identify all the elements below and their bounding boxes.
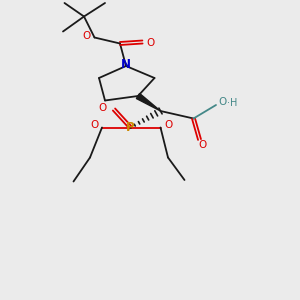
Text: O: O <box>98 103 107 113</box>
Text: ·H: ·H <box>227 98 238 109</box>
Text: P: P <box>126 121 135 134</box>
Text: O: O <box>147 38 155 48</box>
Text: O: O <box>218 97 227 107</box>
Text: N: N <box>121 58 131 71</box>
Polygon shape <box>136 94 161 111</box>
Text: O: O <box>198 140 207 151</box>
Text: O: O <box>164 120 173 130</box>
Text: O: O <box>90 120 99 130</box>
Text: O: O <box>82 31 91 41</box>
